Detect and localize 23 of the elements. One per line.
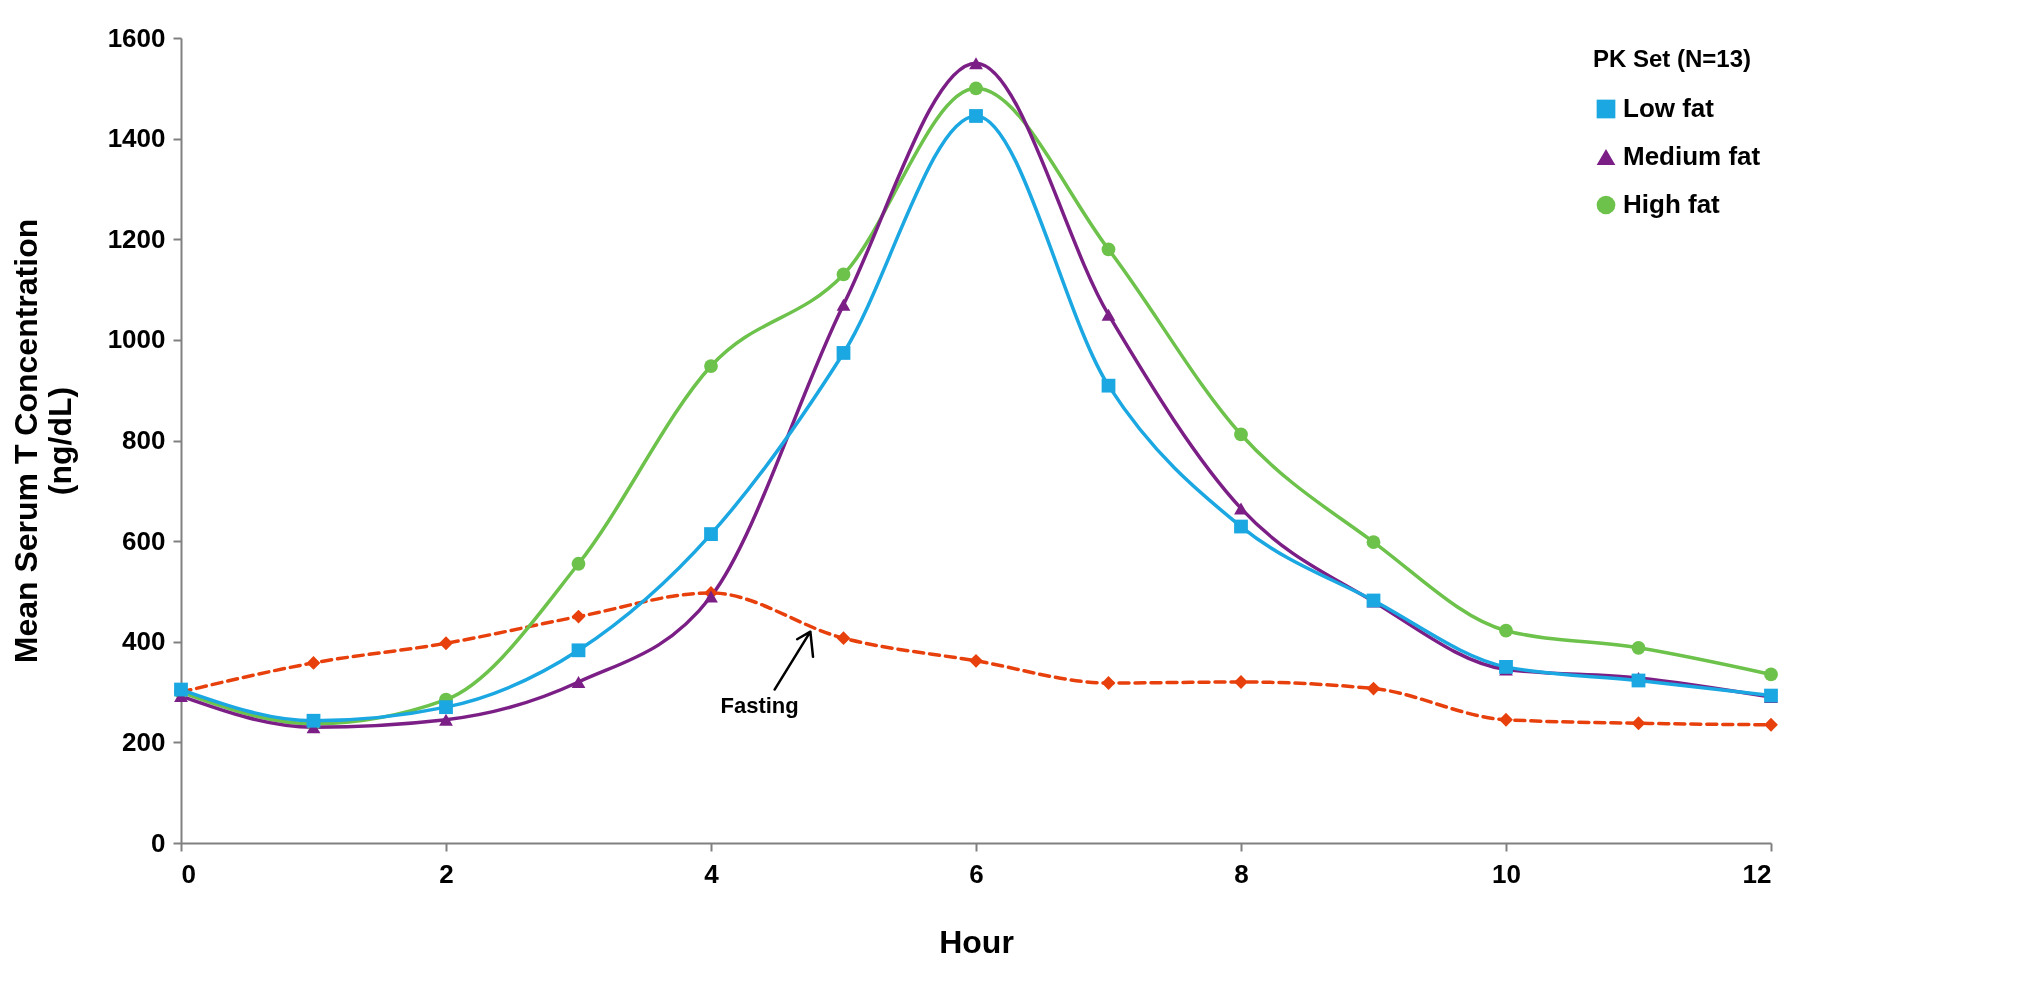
y-tick-label: 200 bbox=[122, 726, 166, 757]
y-tick-label: 800 bbox=[122, 425, 166, 455]
y-tick-label: 1000 bbox=[107, 324, 166, 355]
y-tick-label: 1200 bbox=[107, 223, 166, 254]
y-tick-label: 0 bbox=[151, 827, 166, 858]
x-tick-label: 4 bbox=[704, 858, 720, 889]
y-axis-title: Mean Serum T Concentration (ng/dL) bbox=[7, 218, 78, 664]
y-tick-label: 600 bbox=[122, 525, 166, 556]
annotation: Fasting bbox=[720, 692, 799, 718]
legend-label: High fat bbox=[1623, 189, 1721, 219]
legend-title: PK Set (N=13) bbox=[1593, 45, 1752, 72]
x-tick-label: 6 bbox=[969, 858, 984, 889]
y-tick-label: 400 bbox=[122, 626, 166, 657]
y-tick-label: 1600 bbox=[107, 22, 166, 53]
x-tick-label: 2 bbox=[439, 858, 454, 889]
legend-label: Medium fat bbox=[1623, 141, 1761, 171]
x-tick-label: 8 bbox=[1234, 858, 1249, 889]
x-tick-label: 0 bbox=[181, 858, 196, 889]
x-axis-title: Hour bbox=[939, 923, 1014, 960]
x-tick-label: 12 bbox=[1742, 858, 1772, 889]
y-tick-label: 1400 bbox=[107, 123, 166, 154]
x-tick-label: 10 bbox=[1492, 858, 1521, 889]
legend-label: Low fat bbox=[1623, 93, 1715, 123]
